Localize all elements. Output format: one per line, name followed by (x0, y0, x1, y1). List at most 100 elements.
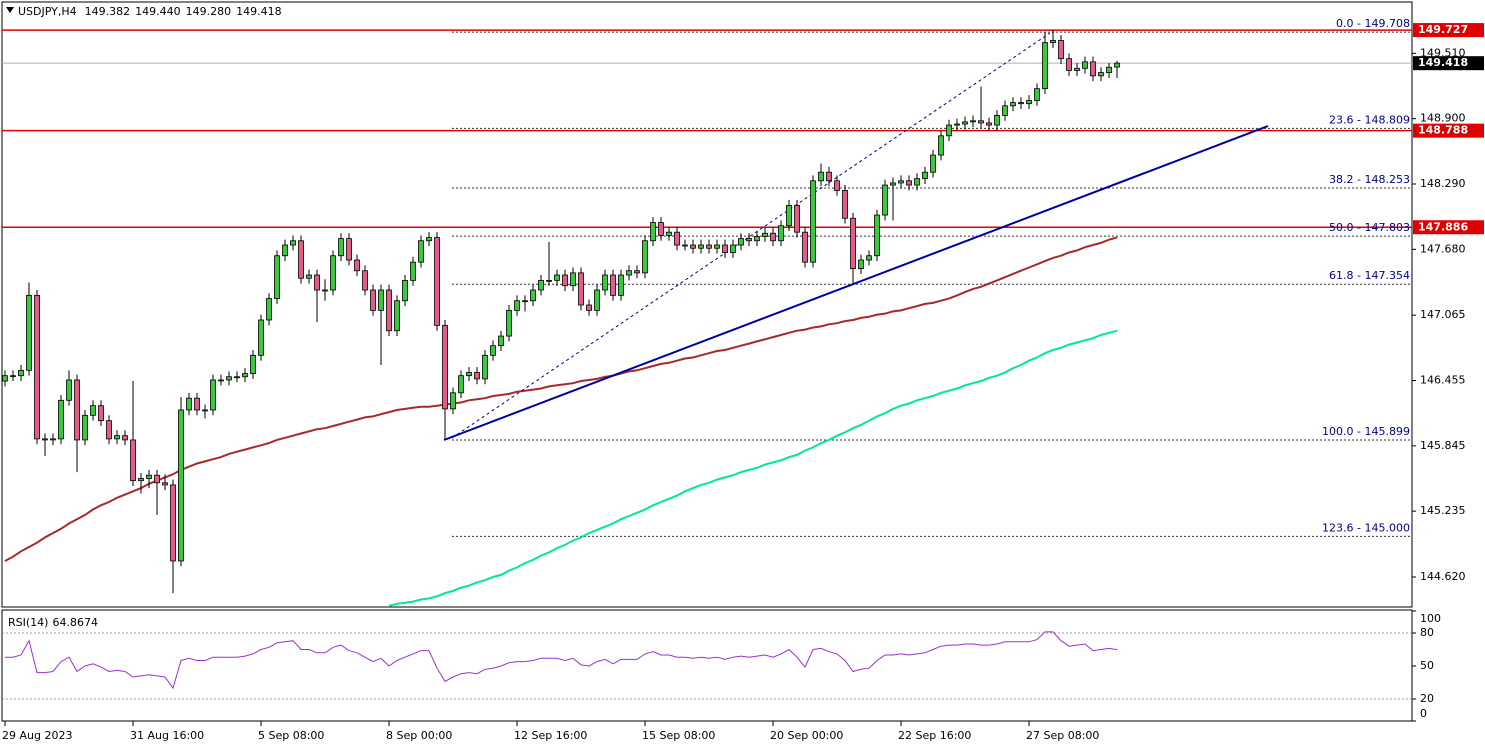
candle-body (1106, 66, 1112, 74)
candle-body (66, 379, 72, 401)
candle-body (762, 232, 768, 237)
candle-body (474, 372, 480, 380)
candle-body (490, 345, 496, 356)
rsi-tick-label: 20 (1420, 692, 1434, 705)
candle-body (186, 397, 192, 411)
candle-body (426, 237, 432, 242)
x-tick-label: 8 Sep 00:00 (386, 729, 452, 742)
candle-body (210, 379, 216, 411)
candle-body (786, 205, 792, 227)
candle-body (386, 289, 392, 332)
candle-body (1074, 67, 1080, 71)
candle-body (26, 294, 32, 371)
header-low: 149.280 (186, 5, 232, 18)
candle-body (810, 180, 816, 263)
candle-body (90, 405, 96, 416)
candle-body (298, 240, 304, 279)
candle-body (770, 232, 776, 242)
candle-body (194, 397, 200, 411)
candle-body (1114, 62, 1120, 68)
candle-body (706, 244, 712, 249)
candle-body (946, 124, 952, 137)
rsi-tick-label: 80 (1420, 626, 1434, 639)
candle-body (242, 373, 248, 378)
candle-body (754, 236, 760, 242)
header-high: 149.440 (135, 5, 181, 18)
candle-body (610, 274, 616, 296)
moving-average (4, 236, 1118, 562)
y-tick-label: 147.065 (1420, 308, 1466, 321)
candle-body (18, 369, 24, 377)
y-tick-label: 145.845 (1420, 439, 1466, 452)
candle-body (1026, 100, 1032, 105)
candle-body (978, 120, 984, 124)
candle-body (778, 225, 784, 242)
candle-body (914, 178, 920, 186)
current-price-tag (1413, 56, 1484, 71)
candle-body (746, 238, 752, 242)
x-tick-label: 15 Sep 08:00 (642, 729, 715, 742)
candle-body (514, 300, 520, 311)
candle-body (58, 399, 64, 440)
candle-body (74, 379, 80, 441)
candle-body (482, 354, 488, 380)
candle-body (930, 154, 936, 173)
y-tick-label: 147.680 (1420, 242, 1466, 255)
y-tick-label: 144.620 (1420, 570, 1466, 583)
candle-body (650, 222, 656, 242)
background-layer (2, 29, 1412, 700)
price-tag (1413, 23, 1484, 38)
candle-body (738, 238, 744, 246)
y-tick-label: 145.235 (1420, 504, 1466, 517)
candle-body (682, 244, 688, 247)
candle-body (218, 379, 224, 382)
candle-body (954, 123, 960, 126)
moving-average (388, 329, 1118, 607)
candle-body (410, 261, 416, 281)
candles (2, 29, 1120, 594)
candle-body (602, 274, 608, 291)
candle-body (714, 244, 720, 249)
candle-body (642, 240, 648, 274)
candle-body (378, 289, 384, 311)
menu-arrow (6, 7, 14, 13)
candle-body (1098, 72, 1104, 77)
candle-body (178, 409, 184, 562)
candle-body (434, 237, 440, 326)
candle-body (874, 214, 880, 257)
candle-body (538, 279, 544, 291)
candle-body (498, 335, 504, 347)
candle-body (346, 238, 352, 261)
candle-body (1018, 102, 1024, 105)
candle-body (322, 289, 328, 292)
candle-body (338, 238, 344, 257)
candle-body (82, 414, 88, 441)
rsi-tick-label: 100 (1420, 612, 1441, 625)
x-tick-label: 20 Sep 00:00 (770, 729, 843, 742)
fib-label: 50.0 - 147.803 (1329, 221, 1410, 234)
candle-body (634, 270, 640, 274)
y-tick-label: 149.510 (1420, 46, 1466, 59)
candle-body (986, 122, 992, 126)
fib-trend-line (451, 32, 1051, 439)
candle-body (906, 180, 912, 186)
x-tick-label: 31 Aug 16:00 (130, 729, 204, 742)
candle-body (154, 474, 160, 484)
header: USDJPY,H4 149.382 149.440 149.280 149.418 (18, 5, 282, 18)
fib-label: 61.8 - 147.354 (1329, 269, 1410, 282)
candle-body (938, 135, 944, 156)
candle-body (370, 289, 376, 311)
y-tick-label: 146.455 (1420, 374, 1466, 387)
candle-body (674, 231, 680, 246)
x-tick-label: 27 Sep 08:00 (1026, 729, 1099, 742)
candle-body (162, 482, 168, 486)
price-panel (1, 1, 1413, 608)
candle-body (362, 270, 368, 291)
candle-body (970, 120, 976, 123)
candle-body (1034, 88, 1040, 101)
fib-label: 0.0 - 149.708 (1336, 17, 1410, 30)
candle-body (818, 171, 824, 182)
candle-body (418, 240, 424, 263)
symbol: USDJPY,H4 (18, 5, 77, 18)
candle-body (306, 274, 312, 279)
